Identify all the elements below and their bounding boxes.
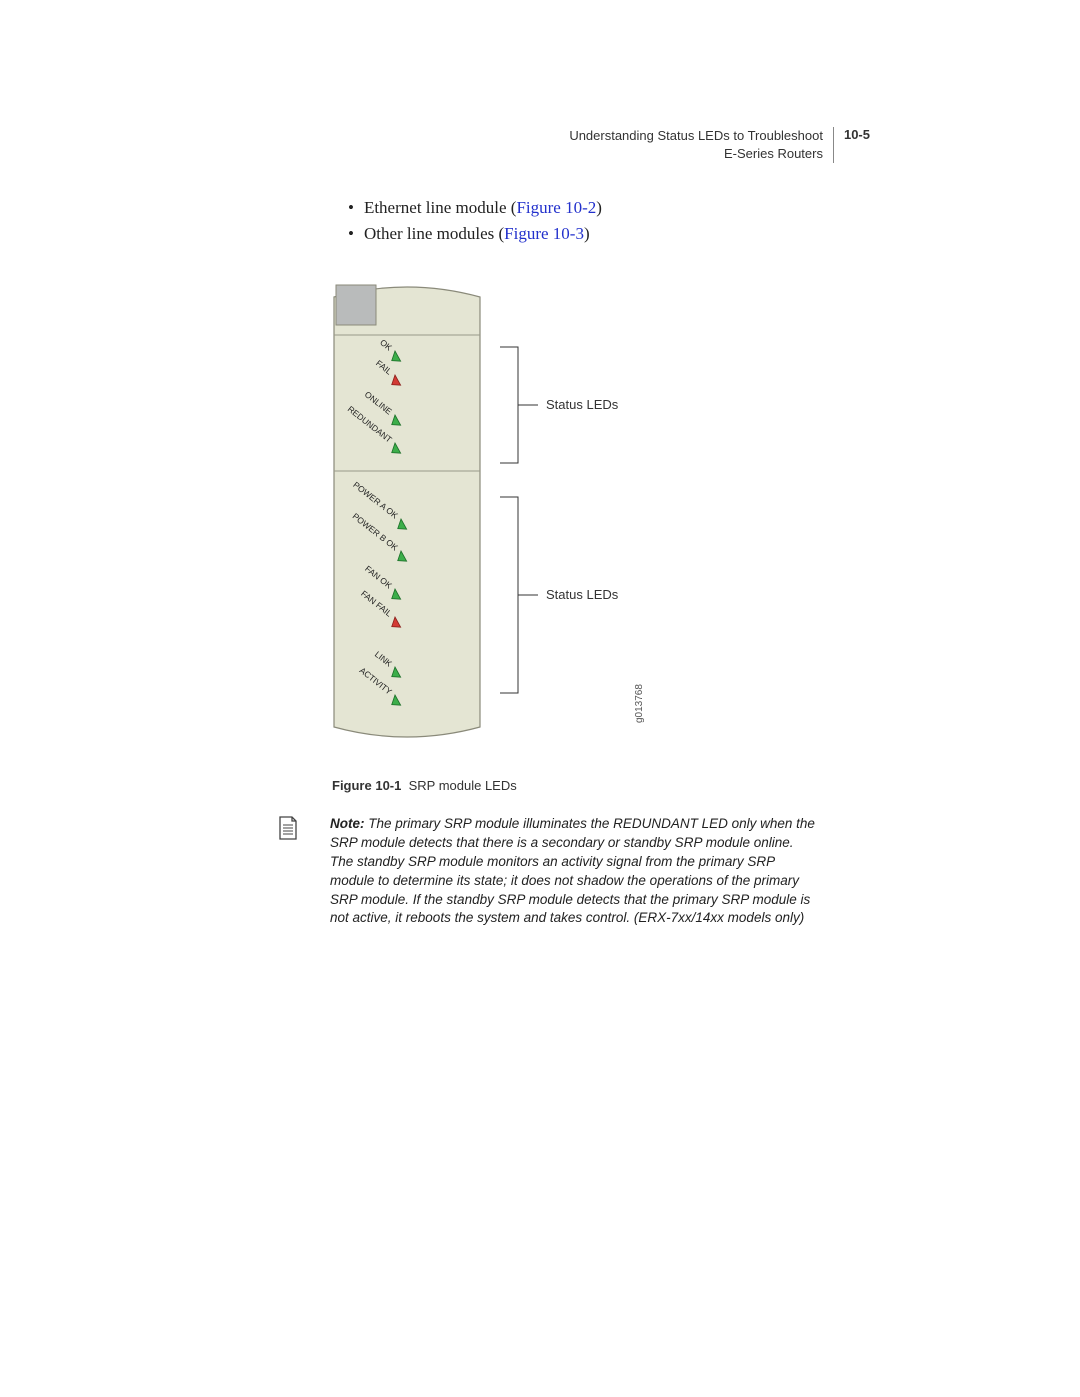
page-header: Understanding Status LEDs to Troubleshoo…: [569, 127, 870, 163]
callout-label: Status LEDs: [546, 587, 619, 602]
bullet-text: Other line modules (Figure 10-3): [364, 224, 590, 244]
bullet-prefix: Ethernet line module (: [364, 198, 516, 217]
header-line2: E-Series Routers: [724, 146, 823, 161]
bullet-suffix: ): [596, 198, 602, 217]
bullet-dot-icon: •: [348, 198, 354, 218]
note-body: The primary SRP module illuminates the R…: [330, 816, 815, 925]
caption-text: SRP module LEDs: [409, 778, 517, 793]
figure-link[interactable]: Figure 10-3: [504, 224, 584, 243]
note-block: Note: The primary SRP module illuminates…: [330, 815, 820, 928]
bullet-prefix: Other line modules (: [364, 224, 504, 243]
note-icon: [277, 815, 299, 846]
header-text: Understanding Status LEDs to Troubleshoo…: [569, 127, 834, 163]
callout-label: Status LEDs: [546, 397, 619, 412]
figure-caption: Figure 10-1 SRP module LEDs: [332, 778, 517, 793]
note-label: Note:: [330, 816, 365, 831]
list-item: • Ethernet line module (Figure 10-2): [330, 198, 602, 218]
list-item: • Other line modules (Figure 10-3): [330, 224, 602, 244]
figure-link[interactable]: Figure 10-2: [516, 198, 596, 217]
bullet-text: Ethernet line module (Figure 10-2): [364, 198, 602, 218]
header-line1: Understanding Status LEDs to Troubleshoo…: [569, 128, 823, 143]
header-pageno: 10-5: [834, 127, 870, 163]
figure-id: g013768: [634, 684, 645, 723]
caption-label: Figure 10-1: [332, 778, 401, 793]
srp-module-diagram: OKFAILONLINEREDUNDANTPOWER A OKPOWER B O…: [332, 275, 682, 755]
bullet-suffix: ): [584, 224, 590, 243]
bullet-dot-icon: •: [348, 224, 354, 244]
bullet-list: • Ethernet line module (Figure 10-2) • O…: [330, 198, 602, 250]
